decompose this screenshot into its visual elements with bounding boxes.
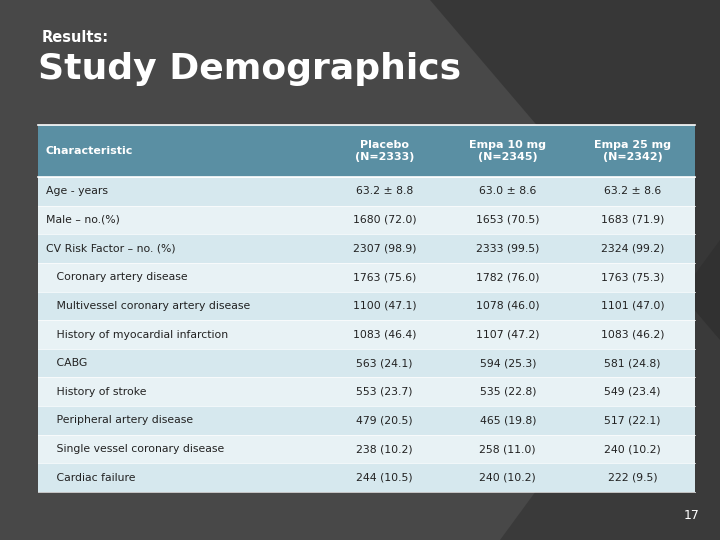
Text: 465 (19.8): 465 (19.8) xyxy=(480,415,536,426)
Text: 1083 (46.2): 1083 (46.2) xyxy=(600,329,665,340)
Text: 1083 (46.4): 1083 (46.4) xyxy=(353,329,416,340)
Text: CV Risk Factor – no. (%): CV Risk Factor – no. (%) xyxy=(46,244,176,254)
Text: 1107 (47.2): 1107 (47.2) xyxy=(476,329,539,340)
Bar xyxy=(38,125,695,177)
Bar xyxy=(38,406,695,435)
Text: 581 (24.8): 581 (24.8) xyxy=(604,358,661,368)
Text: 63.2 ± 8.6: 63.2 ± 8.6 xyxy=(604,186,661,197)
Text: 517 (22.1): 517 (22.1) xyxy=(604,415,661,426)
Text: 2307 (98.9): 2307 (98.9) xyxy=(353,244,416,254)
Bar xyxy=(38,435,695,463)
Text: Characteristic: Characteristic xyxy=(46,146,133,156)
Text: CABG: CABG xyxy=(46,358,87,368)
Text: 63.0 ± 8.6: 63.0 ± 8.6 xyxy=(479,186,536,197)
Text: 17: 17 xyxy=(684,509,700,522)
Text: Coronary artery disease: Coronary artery disease xyxy=(46,272,188,282)
Polygon shape xyxy=(430,0,720,340)
Text: Male – no.(%): Male – no.(%) xyxy=(46,215,120,225)
Text: 563 (24.1): 563 (24.1) xyxy=(356,358,413,368)
Text: Cardiac failure: Cardiac failure xyxy=(46,472,135,483)
Bar xyxy=(38,349,695,377)
Bar xyxy=(38,320,695,349)
Text: Peripheral artery disease: Peripheral artery disease xyxy=(46,415,193,426)
Polygon shape xyxy=(500,240,720,540)
Bar xyxy=(38,263,695,292)
Text: 222 (9.5): 222 (9.5) xyxy=(608,472,657,483)
Text: Empa 10 mg
(N=2345): Empa 10 mg (N=2345) xyxy=(469,140,546,162)
Text: 1763 (75.3): 1763 (75.3) xyxy=(601,272,665,282)
Text: Age - years: Age - years xyxy=(46,186,108,197)
Text: Single vessel coronary disease: Single vessel coronary disease xyxy=(46,444,224,454)
Text: 479 (20.5): 479 (20.5) xyxy=(356,415,413,426)
Text: 553 (23.7): 553 (23.7) xyxy=(356,387,413,397)
Text: 240 (10.2): 240 (10.2) xyxy=(604,444,661,454)
Text: 1782 (76.0): 1782 (76.0) xyxy=(476,272,539,282)
Bar xyxy=(38,377,695,406)
Text: 238 (10.2): 238 (10.2) xyxy=(356,444,413,454)
Text: Placebo
(N=2333): Placebo (N=2333) xyxy=(355,140,414,162)
Text: 240 (10.2): 240 (10.2) xyxy=(480,472,536,483)
Bar xyxy=(38,234,695,263)
Bar xyxy=(38,463,695,492)
Text: 244 (10.5): 244 (10.5) xyxy=(356,472,413,483)
Text: 1763 (75.6): 1763 (75.6) xyxy=(353,272,416,282)
Bar xyxy=(38,206,695,234)
Text: Empa 25 mg
(N=2342): Empa 25 mg (N=2342) xyxy=(594,140,671,162)
Text: Results:: Results: xyxy=(42,30,109,45)
Text: 594 (25.3): 594 (25.3) xyxy=(480,358,536,368)
Text: 1101 (47.0): 1101 (47.0) xyxy=(600,301,665,311)
Bar xyxy=(38,292,695,320)
Text: 1078 (46.0): 1078 (46.0) xyxy=(476,301,539,311)
Text: 549 (23.4): 549 (23.4) xyxy=(604,387,661,397)
Text: 1100 (47.1): 1100 (47.1) xyxy=(353,301,416,311)
Text: 2324 (99.2): 2324 (99.2) xyxy=(601,244,665,254)
Text: 63.2 ± 8.8: 63.2 ± 8.8 xyxy=(356,186,413,197)
Text: 2333 (99.5): 2333 (99.5) xyxy=(476,244,539,254)
Text: 535 (22.8): 535 (22.8) xyxy=(480,387,536,397)
Text: History of stroke: History of stroke xyxy=(46,387,146,397)
Bar xyxy=(38,177,695,206)
Text: 1653 (70.5): 1653 (70.5) xyxy=(476,215,539,225)
Text: 1680 (72.0): 1680 (72.0) xyxy=(353,215,416,225)
Text: 258 (11.0): 258 (11.0) xyxy=(480,444,536,454)
Text: Multivessel coronary artery disease: Multivessel coronary artery disease xyxy=(46,301,251,311)
Text: History of myocardial infarction: History of myocardial infarction xyxy=(46,329,228,340)
Text: Study Demographics: Study Demographics xyxy=(38,52,461,86)
Text: 1683 (71.9): 1683 (71.9) xyxy=(601,215,665,225)
